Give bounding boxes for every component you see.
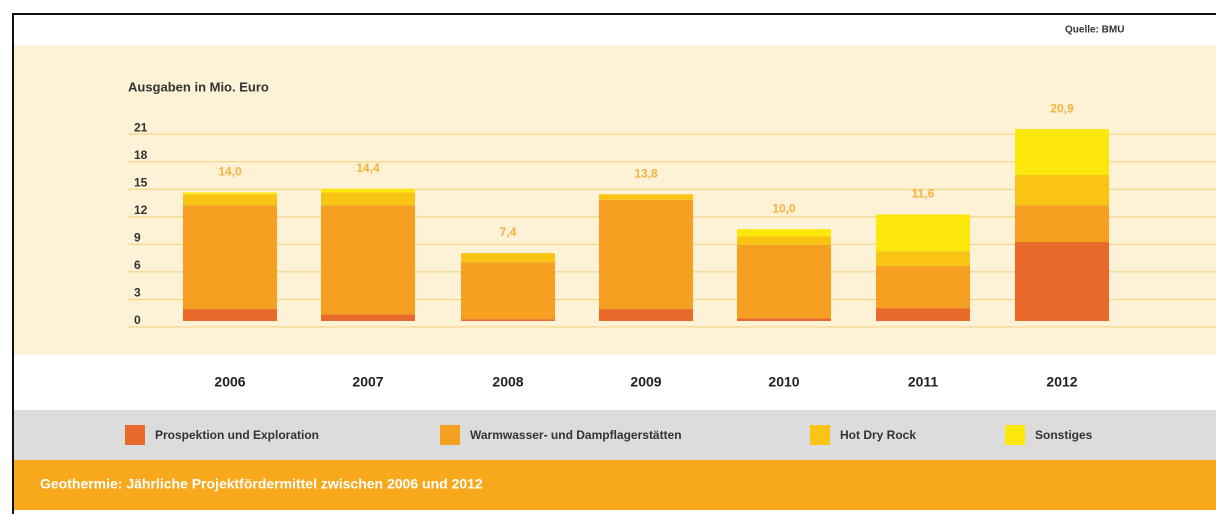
bar-segment <box>321 205 415 315</box>
bar-segment <box>1015 242 1109 321</box>
y-tick-label: 3 <box>134 286 141 300</box>
bar-segment <box>737 229 831 237</box>
bar-segment <box>183 194 277 206</box>
x-tick-label: 2006 <box>214 374 245 390</box>
y-tick-label: 0 <box>134 313 141 327</box>
bar-segment <box>321 188 415 193</box>
bar-segment <box>1015 129 1109 176</box>
total-label: 7,4 <box>500 225 517 239</box>
title-band <box>14 460 1216 510</box>
bar-segment <box>1015 175 1109 206</box>
bar-segment <box>876 214 970 252</box>
y-tick-label: 12 <box>134 203 148 217</box>
bar-segment <box>599 194 693 200</box>
total-label: 14,0 <box>218 165 242 179</box>
x-tick-label: 2009 <box>630 374 661 390</box>
bar-segment <box>737 318 831 321</box>
legend-label: Prospektion und Exploration <box>155 428 319 442</box>
x-tick-label: 2008 <box>492 374 523 390</box>
x-tick-label: 2010 <box>768 374 799 390</box>
legend-swatch <box>1005 425 1025 445</box>
bar-segment <box>183 309 277 321</box>
bar-segment <box>183 192 277 195</box>
bar-segment <box>737 244 831 319</box>
bar-segment <box>876 251 970 266</box>
bar-segment <box>461 319 555 321</box>
y-tick-label: 6 <box>134 258 141 272</box>
bar-segment <box>876 265 970 309</box>
y-tick-label: 18 <box>134 148 148 162</box>
bar-segment <box>876 308 970 321</box>
bar-segment <box>183 205 277 310</box>
y-tick-label: 15 <box>134 175 148 189</box>
x-tick-label: 2007 <box>352 374 383 390</box>
x-tick-label: 2011 <box>908 374 939 390</box>
bar-segment <box>321 192 415 206</box>
legend-label: Warmwasser- und Dampflagerstätten <box>470 428 682 442</box>
bar-segment <box>599 309 693 321</box>
total-label: 20,9 <box>1050 101 1074 115</box>
chart-title: Geothermie: Jährliche Projektfördermitte… <box>40 476 483 492</box>
total-label: 14,4 <box>356 161 380 175</box>
legend-swatch <box>125 425 145 445</box>
total-label: 11,6 <box>912 187 935 201</box>
bar-segment <box>737 236 831 245</box>
bar-segment <box>461 253 555 263</box>
total-label: 13,8 <box>634 166 658 180</box>
legend-label: Hot Dry Rock <box>840 428 916 442</box>
legend-swatch <box>810 425 830 445</box>
x-tick-label: 2012 <box>1046 374 1077 390</box>
source: Quelle: BMU <box>1065 25 1124 36</box>
legend-swatch <box>440 425 460 445</box>
legend-label: Sonstiges <box>1035 428 1093 442</box>
bar-segment <box>461 262 555 320</box>
bar-segment <box>321 314 415 321</box>
y-tick-label: 21 <box>134 120 148 134</box>
y-tick-label: 9 <box>134 231 141 245</box>
y-axis-label: Ausgaben in Mio. Euro <box>128 79 269 94</box>
bar-segment <box>1015 205 1109 243</box>
total-label: 10,0 <box>772 201 796 215</box>
bar-segment <box>599 199 693 310</box>
